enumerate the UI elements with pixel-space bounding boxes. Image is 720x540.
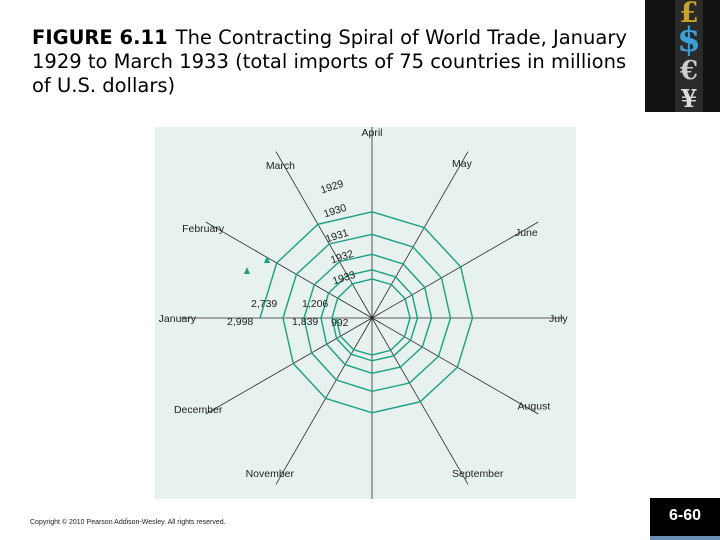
month-label: September <box>452 468 504 480</box>
month-label: August <box>518 401 551 413</box>
month-label: April <box>361 127 382 139</box>
spoke-august <box>371 317 539 415</box>
spoke-june <box>371 221 539 319</box>
chart-area: January February March April May June July Augu… <box>155 127 576 499</box>
figure-label: FIGURE 6.11 <box>32 26 168 49</box>
page-number-badge: 6-60 <box>650 498 720 540</box>
pound-icon: £ <box>679 0 699 29</box>
spoke-december <box>205 317 373 415</box>
spiral-ring-1931 <box>303 253 433 375</box>
value-annotation: 992 <box>331 317 349 329</box>
year-label: 1929 <box>319 178 345 197</box>
euro-icon: € <box>679 56 699 86</box>
value-annotation: 2,998 <box>227 316 253 328</box>
spiral-ring-1929 <box>259 211 474 414</box>
spiral-chart: January February March April May June July Augu… <box>159 127 568 499</box>
page-title: FIGURE 6.11 The Contracting Spiral of Wor… <box>32 26 642 98</box>
month-label: July <box>549 313 568 325</box>
month-label: November <box>246 468 295 480</box>
direction-arrow <box>264 256 270 263</box>
spoke-february <box>205 221 373 319</box>
page-number: 6-60 <box>668 507 702 524</box>
year-label: 1933 <box>331 269 357 288</box>
logo-strip <box>675 0 703 112</box>
spoke-may <box>371 151 469 319</box>
spiral-ring-1933 <box>331 278 411 356</box>
page-number-bar <box>650 536 720 540</box>
month-label: June <box>515 227 538 239</box>
spiral-ring-1932 <box>320 269 419 362</box>
month-label: January <box>159 313 197 325</box>
month-label: March <box>266 160 295 172</box>
direction-arrow <box>244 267 250 274</box>
value-annotation: 1,839 <box>292 316 318 328</box>
spoke-november <box>275 317 373 485</box>
value-annotation: 1,206 <box>302 298 328 310</box>
month-label: May <box>452 158 473 170</box>
copyright-text: Copyright © 2010 Pearson Addison-Wesley.… <box>30 519 226 526</box>
yen-icon: ¥ <box>680 84 698 113</box>
spiral-ring-1930 <box>282 233 452 393</box>
month-label: February <box>182 223 225 235</box>
dollar-icon: $ <box>677 20 701 60</box>
spoke-march <box>275 151 373 319</box>
month-label: December <box>174 404 223 416</box>
value-annotation: 2,739 <box>251 298 277 310</box>
figure-title-text: The Contracting Spiral of World Trade, J… <box>32 26 627 97</box>
currency-logo: £ $ € ¥ <box>645 0 720 113</box>
